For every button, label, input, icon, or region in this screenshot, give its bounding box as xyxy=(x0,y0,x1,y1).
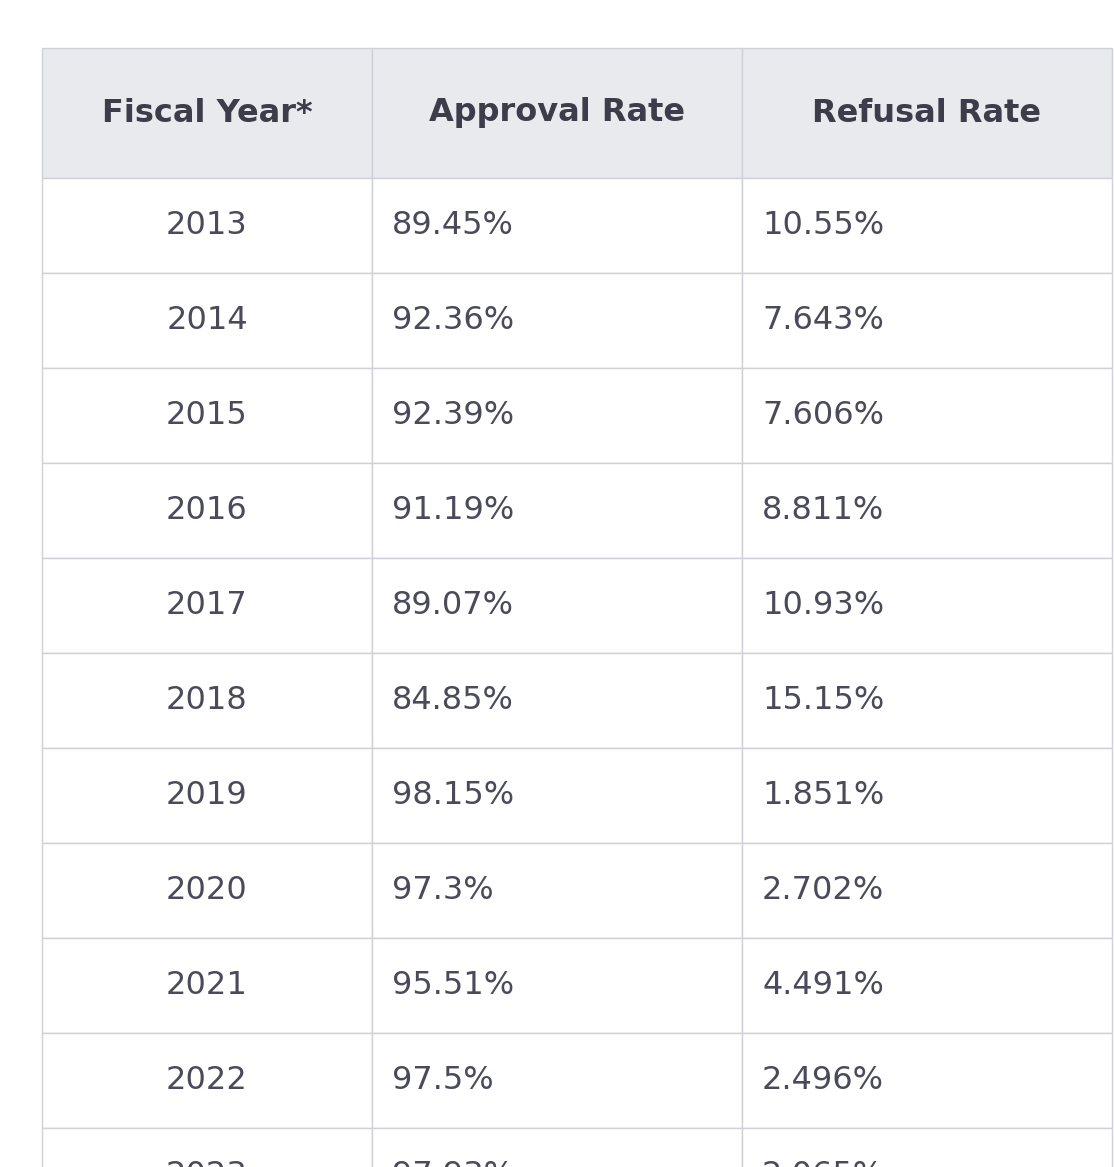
Text: 10.55%: 10.55% xyxy=(762,210,885,242)
Text: 2.702%: 2.702% xyxy=(762,875,885,906)
Text: 2021: 2021 xyxy=(166,970,248,1001)
Text: 97.5%: 97.5% xyxy=(392,1065,494,1096)
Text: 91.19%: 91.19% xyxy=(392,495,515,526)
Bar xyxy=(742,558,1112,654)
Bar xyxy=(742,463,1112,558)
Text: 97.93%: 97.93% xyxy=(392,1160,514,1167)
Bar xyxy=(372,48,742,179)
Bar xyxy=(42,179,372,273)
Text: 2017: 2017 xyxy=(166,591,248,621)
Bar xyxy=(42,463,372,558)
Text: 7.643%: 7.643% xyxy=(762,305,883,336)
Bar xyxy=(372,748,742,843)
Text: 15.15%: 15.15% xyxy=(762,685,885,717)
Text: 2015: 2015 xyxy=(166,400,248,431)
Bar xyxy=(42,654,372,748)
Bar xyxy=(372,1033,742,1128)
Text: 89.45%: 89.45% xyxy=(392,210,514,242)
Bar xyxy=(742,368,1112,463)
Text: 2013: 2013 xyxy=(166,210,248,242)
Text: 98.15%: 98.15% xyxy=(392,780,515,811)
Bar xyxy=(742,179,1112,273)
Text: 95.51%: 95.51% xyxy=(392,970,515,1001)
Bar xyxy=(42,48,372,179)
Text: 2019: 2019 xyxy=(166,780,248,811)
Bar xyxy=(42,843,372,938)
Bar xyxy=(742,654,1112,748)
Bar xyxy=(742,48,1112,179)
Bar xyxy=(42,368,372,463)
Text: 2023: 2023 xyxy=(166,1160,248,1167)
Bar xyxy=(372,558,742,654)
Bar xyxy=(372,1128,742,1167)
Text: 10.93%: 10.93% xyxy=(762,591,885,621)
Bar xyxy=(372,654,742,748)
Bar xyxy=(372,938,742,1033)
Text: 2022: 2022 xyxy=(166,1065,248,1096)
Bar xyxy=(42,938,372,1033)
Bar xyxy=(742,843,1112,938)
Text: 97.3%: 97.3% xyxy=(392,875,494,906)
Bar xyxy=(42,558,372,654)
Text: Approval Rate: Approval Rate xyxy=(429,98,685,128)
Bar xyxy=(372,368,742,463)
Text: Fiscal Year*: Fiscal Year* xyxy=(101,98,312,128)
Bar xyxy=(42,1128,372,1167)
Bar xyxy=(742,273,1112,368)
Bar xyxy=(372,843,742,938)
Bar xyxy=(742,748,1112,843)
Bar xyxy=(372,463,742,558)
Text: 2020: 2020 xyxy=(166,875,248,906)
Text: Refusal Rate: Refusal Rate xyxy=(812,98,1042,128)
Bar xyxy=(42,748,372,843)
Text: 8.811%: 8.811% xyxy=(762,495,885,526)
Text: 92.36%: 92.36% xyxy=(392,305,515,336)
Text: 7.606%: 7.606% xyxy=(762,400,885,431)
Bar xyxy=(372,179,742,273)
Text: 1.851%: 1.851% xyxy=(762,780,885,811)
Text: 92.39%: 92.39% xyxy=(392,400,515,431)
Text: 4.491%: 4.491% xyxy=(762,970,883,1001)
Bar xyxy=(742,1128,1112,1167)
Bar xyxy=(742,938,1112,1033)
Bar xyxy=(42,273,372,368)
Text: 2018: 2018 xyxy=(166,685,248,717)
Bar xyxy=(42,1033,372,1128)
Text: 84.85%: 84.85% xyxy=(392,685,514,717)
Text: 2.496%: 2.496% xyxy=(762,1065,885,1096)
Text: 2016: 2016 xyxy=(166,495,248,526)
Text: 89.07%: 89.07% xyxy=(392,591,514,621)
Text: 2014: 2014 xyxy=(166,305,247,336)
Bar xyxy=(372,273,742,368)
Bar xyxy=(742,1033,1112,1128)
Text: 2.065%: 2.065% xyxy=(762,1160,885,1167)
